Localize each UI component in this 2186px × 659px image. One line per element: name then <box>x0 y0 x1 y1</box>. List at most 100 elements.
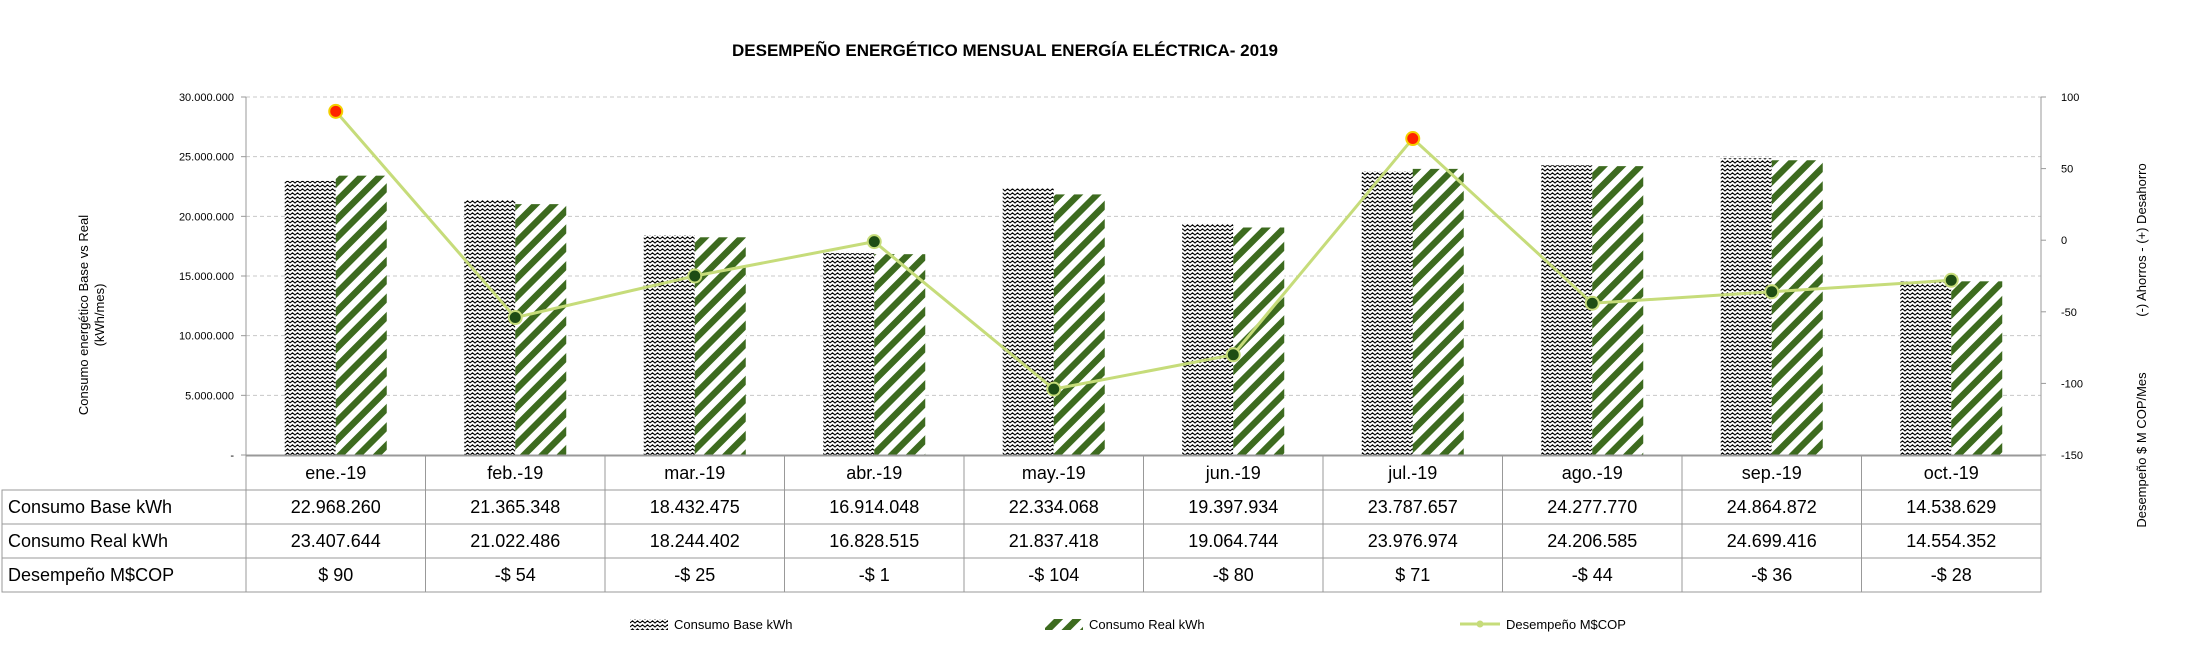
y-tick-label: 20.000.000 <box>179 211 234 223</box>
table-cell-value: -$ 36 <box>1751 565 1792 585</box>
table-cell-value: -$ 104 <box>1028 565 1079 585</box>
table-cell-value: 16.828.515 <box>829 531 919 551</box>
table-cell-value: 24.277.770 <box>1547 497 1637 517</box>
bar-series <box>284 158 2003 456</box>
point-desempeno <box>866 234 882 250</box>
y2-tick-label: -50 <box>2061 307 2077 319</box>
bar-consumo-real <box>515 204 567 455</box>
x-tick-label: oct.-19 <box>1924 463 1979 483</box>
table-row-label: Desempeño M$COP <box>8 565 174 585</box>
table-cell-value: 14.538.629 <box>1906 497 1996 517</box>
y2-tick-label: -100 <box>2061 378 2083 390</box>
table-cell-value: -$ 54 <box>495 565 536 585</box>
table-cell-value: 22.334.068 <box>1009 497 1099 517</box>
point-desempeno <box>328 103 344 119</box>
y-axis-label: Consumo energético Base vs Real <box>76 215 91 415</box>
table-cell-value: -$ 25 <box>674 565 715 585</box>
y-tick-label: 10.000.000 <box>179 331 234 343</box>
point-desempeno <box>507 310 523 326</box>
y2-tick-label: 100 <box>2061 92 2079 104</box>
x-tick-label: may.-19 <box>1022 463 1086 483</box>
table-cell-value: $ 90 <box>318 565 353 585</box>
point-desempeno <box>1405 131 1421 147</box>
table-cell-value: 16.914.048 <box>829 497 919 517</box>
table-cell <box>1861 557 2042 593</box>
y2-axis-title: (-) Ahorros - (+) Desahorro Desempeño $ … <box>2134 163 2149 527</box>
bar-consumo-real <box>1412 168 1464 456</box>
x-tick-label: feb.-19 <box>487 463 543 483</box>
table-cell-value: 24.864.872 <box>1727 497 1817 517</box>
x-tick-label: mar.-19 <box>664 463 725 483</box>
table-cell-value: 18.244.402 <box>650 531 740 551</box>
legend-swatch-real <box>1045 619 1083 630</box>
y2-axis-label: Desempeño $ M COP/Mes <box>2134 372 2149 528</box>
bar-consumo-real <box>1951 281 2003 455</box>
bar-consumo-real <box>1053 194 1105 456</box>
chart-title: DESEMPEÑO ENERGÉTICO MENSUAL ENERGÍA ELÉ… <box>732 40 1278 60</box>
table-cell-value: 19.397.934 <box>1188 497 1278 517</box>
table-cell-value: 23.787.657 <box>1368 497 1458 517</box>
table-cell-value: 24.206.585 <box>1547 531 1637 551</box>
table-cell-value: 24.699.416 <box>1727 531 1817 551</box>
table-row-label: Consumo Base kWh <box>8 497 172 517</box>
gridlines <box>246 96 2041 396</box>
y2-axis-sub: (-) Ahorros - (+) Desahorro <box>2134 163 2149 317</box>
table-cell-value: 21.837.418 <box>1009 531 1099 551</box>
table-cell-value: 21.365.348 <box>470 497 560 517</box>
point-desempeno <box>1943 272 1959 288</box>
x-tick-label: jun.-19 <box>1205 463 1261 483</box>
table-cell-value: 23.407.644 <box>291 531 381 551</box>
point-desempeno <box>1584 295 1600 311</box>
x-tick-label: sep.-19 <box>1742 463 1802 483</box>
x-tick-label: jul.-19 <box>1387 463 1437 483</box>
point-desempeno <box>1764 284 1780 300</box>
table-cell-value: -$ 80 <box>1213 565 1254 585</box>
legend-label-real: Consumo Real kWh <box>1089 617 1205 632</box>
y-tick-label: - <box>230 450 234 462</box>
y2-tick-label: 50 <box>2061 164 2073 176</box>
y-tick-label: 25.000.000 <box>179 152 234 164</box>
bar-consumo-base <box>464 200 516 455</box>
table-cell-value: -$ 1 <box>859 565 890 585</box>
legend: Consumo Base kWh Consumo Real kWh Desempeñ… <box>630 617 1626 632</box>
bar-consumo-base <box>1720 158 1772 456</box>
bar-consumo-real <box>335 175 387 456</box>
bar-consumo-real <box>1771 160 1823 455</box>
y-axis-title: Consumo energético Base vs Real (kWh/mes… <box>76 215 107 415</box>
bar-consumo-base <box>284 180 336 455</box>
point-desempeno <box>1046 381 1062 397</box>
table-cell-value: -$ 44 <box>1572 565 1613 585</box>
x-tick-label: abr.-19 <box>846 463 902 483</box>
y-tick-label: 30.000.000 <box>179 92 234 104</box>
bar-consumo-real <box>874 254 926 455</box>
table-cell-value: 22.968.260 <box>291 497 381 517</box>
bar-consumo-base <box>1002 188 1054 456</box>
y-axis-unit: (kWh/mes) <box>92 284 107 347</box>
table-cell-value: 18.432.475 <box>650 497 740 517</box>
y-tick-label: 15.000.000 <box>179 271 234 283</box>
table-cell-value: 19.064.744 <box>1188 531 1278 551</box>
point-desempeno <box>687 268 703 284</box>
table-row-label: Consumo Real kWh <box>8 531 168 551</box>
bar-consumo-base <box>1361 171 1413 455</box>
point-desempeno <box>1225 347 1241 363</box>
data-table: ene.-19 feb.-19 mar.-19 abr.-19 may.-19 jun.-… <box>1 455 2042 593</box>
table-cell-value: -$ 28 <box>1931 565 1972 585</box>
bar-consumo-base <box>643 235 695 455</box>
bar-consumo-base <box>1541 165 1593 455</box>
line-series <box>328 103 1959 397</box>
axes: - 5.000.000 10.000.000 15.000.000 20.000.000… <box>179 92 2083 462</box>
table-cell-value: 23.976.974 <box>1368 531 1458 551</box>
table-cell-value: 14.554.352 <box>1906 531 1996 551</box>
y2-tick-label: -150 <box>2061 450 2083 462</box>
bar-consumo-base <box>1182 223 1234 455</box>
y2-tick-label: 0 <box>2061 235 2067 247</box>
table-cell-value: 21.022.486 <box>470 531 560 551</box>
x-tick-label: ene.-19 <box>305 463 366 483</box>
x-tick-label: ago.-19 <box>1562 463 1623 483</box>
legend-label-desempeno: Desempeño M$COP <box>1506 617 1626 632</box>
legend-swatch-marker <box>1476 620 1484 628</box>
legend-label-base: Consumo Base kWh <box>674 617 793 632</box>
